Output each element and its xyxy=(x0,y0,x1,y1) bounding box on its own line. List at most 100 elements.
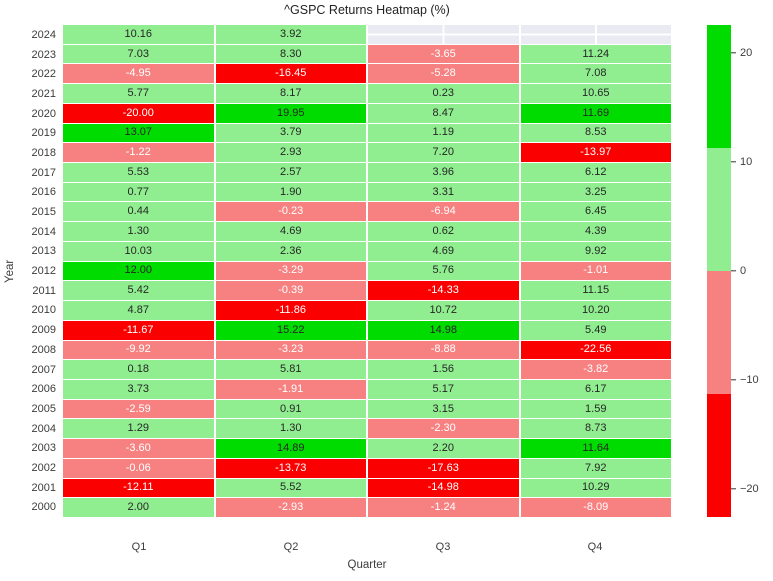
x-axis-tick-labels: Q1 Q2 Q3 Q4 xyxy=(63,541,671,555)
heatmap-cell: -0.23 xyxy=(215,202,368,222)
heatmap-cell: 14.98 xyxy=(368,320,521,340)
heatmap-cell: 4.69 xyxy=(368,241,521,261)
y-tick-label: 2016 xyxy=(31,186,56,199)
y-tick-label: 2020 xyxy=(31,107,56,120)
colorbar-gradient xyxy=(707,25,731,517)
heatmap-cell: -4.95 xyxy=(63,64,216,84)
heatmap-cell: 0.44 xyxy=(63,202,216,222)
heatmap-cell: -0.06 xyxy=(63,458,216,478)
heatmap-cell: 10.29 xyxy=(520,478,671,498)
colorbar-tick-mark xyxy=(731,52,736,54)
heatmap-cell: 10.72 xyxy=(368,301,521,320)
heatmap-row: -20.00 19.95 8.47 11.69 xyxy=(63,103,671,124)
heatmap-cell: 5.52 xyxy=(215,478,368,498)
heatmap-cell: -5.28 xyxy=(368,64,521,84)
x-tick-label: Q4 xyxy=(587,541,603,553)
y-tick-label: 2018 xyxy=(31,146,56,159)
heatmap-grid: 10.16 3.92 7.03 8.30 -3.65 11.24 -4.95 -16.45 -5… xyxy=(63,25,671,517)
colorbar-tick-label: 0 xyxy=(740,265,747,277)
heatmap-cell: -22.56 xyxy=(520,340,671,360)
heatmap-cell: -14.33 xyxy=(368,281,521,301)
heatmap-cell: 12.00 xyxy=(63,261,216,281)
heatmap-cell: -2.93 xyxy=(215,498,368,517)
y-tick-label: 2022 xyxy=(31,68,56,81)
heatmap-cell: 14.89 xyxy=(215,439,368,458)
y-axis-tick-labels: 2024 2023 2022 2021 2020 2019 2018 2017 2016 2015… xyxy=(0,25,56,517)
y-tick-label: 2017 xyxy=(31,166,56,179)
y-tick-label: 2001 xyxy=(31,481,56,494)
heatmap-cell: 5.17 xyxy=(368,379,521,399)
y-tick-label: 2023 xyxy=(31,48,56,61)
heatmap-cell: -1.01 xyxy=(520,261,671,281)
heatmap-cell: -13.97 xyxy=(520,143,671,163)
heatmap-cell: -16.45 xyxy=(215,64,368,84)
x-tick-label: Q3 xyxy=(435,541,451,553)
heatmap-cell: -1.24 xyxy=(368,498,521,517)
heatmap-cell: -12.11 xyxy=(63,478,216,498)
heatmap-cell: 10.16 xyxy=(63,25,216,44)
heatmap-row: 2.00 -2.93 -1.24 -8.09 xyxy=(63,498,671,517)
heatmap-cell: -6.94 xyxy=(368,202,521,222)
heatmap-row: 3.73 -1.91 5.17 6.17 xyxy=(63,379,671,400)
heatmap-row: -4.95 -16.45 -5.28 7.08 xyxy=(63,64,671,85)
heatmap-cell: 2.20 xyxy=(368,439,521,458)
heatmap-cell: -3.23 xyxy=(215,340,368,360)
heatmap-cell: 0.18 xyxy=(63,360,216,379)
heatmap-cell: 5.81 xyxy=(215,360,368,379)
heatmap-cell: 6.45 xyxy=(520,202,671,222)
heatmap-cell: 11.64 xyxy=(520,439,671,458)
y-tick-label: 2012 xyxy=(31,265,56,278)
heatmap-cell: 13.07 xyxy=(63,123,216,143)
y-tick-label: 2021 xyxy=(31,87,56,100)
heatmap-cell: 1.19 xyxy=(368,123,521,143)
heatmap-cell: -8.88 xyxy=(368,340,521,360)
heatmap-cell: 1.90 xyxy=(215,182,368,202)
heatmap-cell: 3.96 xyxy=(368,163,521,182)
heatmap-cell: 0.77 xyxy=(63,182,216,202)
heatmap-row: -3.60 14.89 2.20 11.64 xyxy=(63,439,671,459)
heatmap-cell: 15.22 xyxy=(215,320,368,340)
heatmap-cell: -1.22 xyxy=(63,143,216,163)
heatmap-cell: -3.65 xyxy=(368,44,521,64)
y-tick-label: 2002 xyxy=(31,461,56,474)
heatmap-cell: 0.62 xyxy=(368,222,521,241)
heatmap-cell: 2.57 xyxy=(215,163,368,182)
heatmap-row: 5.42 -0.39 -14.33 11.15 xyxy=(63,281,671,302)
heatmap-cell: 2.00 xyxy=(63,498,216,517)
heatmap-cell: 8.73 xyxy=(520,419,671,439)
heatmap-cell: 8.17 xyxy=(215,84,368,103)
heatmap-cell: 6.12 xyxy=(520,163,671,182)
heatmap-cell: 10.03 xyxy=(63,241,216,261)
x-tick-label: Q1 xyxy=(131,541,147,553)
heatmap-row: -11.67 15.22 14.98 5.49 xyxy=(63,320,671,341)
heatmap-cell: 3.73 xyxy=(63,379,216,399)
heatmap-cell: 10.20 xyxy=(520,301,671,320)
heatmap-cell: 2.36 xyxy=(215,241,368,261)
heatmap-cell: -14.98 xyxy=(368,478,521,498)
heatmap-cell: 3.25 xyxy=(520,182,671,202)
heatmap-cell: 5.49 xyxy=(520,320,671,340)
heatmap-cell-empty xyxy=(520,25,671,44)
heatmap-cell: 19.95 xyxy=(215,103,368,123)
colorbar-tick-mark xyxy=(731,161,736,163)
heatmap-cell: 1.29 xyxy=(63,419,216,439)
colorbar-tick-mark xyxy=(731,488,736,490)
heatmap-row: 0.44 -0.23 -6.94 6.45 xyxy=(63,202,671,223)
heatmap-row: 1.30 4.69 0.62 4.39 xyxy=(63,222,671,242)
heatmap-cell: -3.82 xyxy=(520,360,671,379)
heatmap-row: 0.77 1.90 3.31 3.25 xyxy=(63,182,671,203)
y-tick-label: 2010 xyxy=(31,304,56,317)
heatmap-cell: 0.91 xyxy=(215,399,368,419)
heatmap-cell: 3.92 xyxy=(215,25,368,44)
heatmap-row: -1.22 2.93 7.20 -13.97 xyxy=(63,143,671,164)
heatmap-row: 5.53 2.57 3.96 6.12 xyxy=(63,163,671,183)
heatmap-cell: 5.77 xyxy=(63,84,216,103)
y-tick-label: 2003 xyxy=(31,442,56,455)
y-tick-label: 2019 xyxy=(31,127,56,140)
colorbar-tick-label: −20 xyxy=(740,483,759,496)
heatmap-cell: 7.03 xyxy=(63,44,216,64)
heatmap-row: 12.00 -3.29 5.76 -1.01 xyxy=(63,261,671,282)
heatmap-row: 10.03 2.36 4.69 9.92 xyxy=(63,241,671,262)
heatmap-cell: 1.30 xyxy=(215,419,368,439)
colorbar-tick-mark xyxy=(731,379,736,381)
